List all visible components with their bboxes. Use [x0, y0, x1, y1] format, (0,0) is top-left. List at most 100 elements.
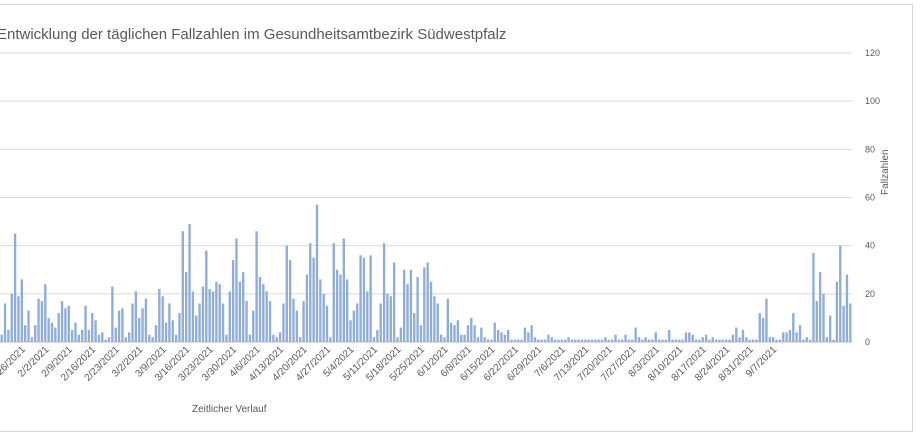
bar — [473, 325, 476, 342]
bar — [309, 243, 312, 342]
bar — [272, 334, 275, 342]
bar — [151, 337, 154, 342]
bar — [27, 310, 30, 342]
bar — [758, 313, 761, 342]
y-tick-label: 40 — [865, 241, 875, 251]
bar — [255, 231, 258, 342]
gridlines — [0, 52, 852, 343]
y-tick-label: 80 — [865, 144, 875, 154]
bar — [285, 245, 288, 342]
y-tick-label: 120 — [865, 48, 880, 58]
bar — [597, 339, 600, 342]
bar — [798, 325, 802, 342]
bar — [252, 310, 255, 342]
bar — [258, 276, 262, 342]
bar — [77, 334, 81, 342]
bar — [678, 339, 681, 342]
bar — [738, 337, 741, 342]
bar — [30, 337, 34, 342]
bar — [181, 231, 184, 342]
bar — [822, 293, 825, 342]
bar — [369, 255, 372, 342]
y-axis-ticks: 0 20 40 60 80 100 120 — [865, 48, 880, 347]
bar — [104, 339, 107, 342]
bar — [490, 339, 493, 342]
bar — [299, 337, 302, 342]
bar — [825, 337, 829, 342]
bar — [23, 325, 27, 342]
x-axis-ticks: 1/26/20212/2/20212/9/20212/16/20212/23/2… — [0, 344, 780, 384]
bar — [449, 322, 453, 342]
y-tick-label: 20 — [865, 289, 875, 299]
bar — [725, 339, 728, 342]
bar — [580, 339, 584, 342]
bar — [242, 272, 245, 342]
bar — [211, 291, 215, 342]
bar — [567, 337, 570, 342]
bar — [812, 252, 815, 342]
bar — [426, 262, 429, 342]
bar — [339, 274, 342, 342]
bar — [3, 303, 7, 342]
bar — [7, 329, 10, 342]
bar — [829, 315, 832, 342]
bar — [10, 293, 13, 342]
bar — [382, 243, 386, 342]
bar — [245, 301, 248, 342]
bar — [647, 339, 651, 342]
bar — [486, 339, 490, 342]
bar — [322, 293, 325, 342]
bar — [70, 329, 74, 342]
chart-title: Entwicklung der täglichen Fallzahlen im … — [0, 26, 507, 43]
bar — [523, 327, 527, 342]
bar — [356, 303, 359, 342]
bar — [111, 286, 114, 342]
bar — [560, 339, 564, 342]
bar — [688, 332, 691, 342]
bar — [527, 332, 530, 342]
bar — [144, 298, 148, 342]
bar — [439, 334, 443, 342]
bar — [389, 296, 392, 342]
bar — [610, 339, 614, 342]
bar — [587, 339, 590, 342]
bar — [500, 332, 503, 342]
bar — [540, 339, 543, 342]
bar — [845, 274, 849, 342]
bar — [607, 339, 610, 342]
bar — [513, 339, 517, 342]
bar-series — [0, 204, 852, 342]
bar — [547, 334, 550, 342]
bar — [771, 337, 775, 342]
bar — [839, 245, 842, 342]
bar — [802, 339, 805, 342]
bar — [218, 284, 221, 342]
bar — [694, 339, 698, 342]
bar — [520, 339, 523, 342]
bar — [657, 339, 661, 342]
y-tick-label: 0 — [865, 337, 870, 347]
bar — [332, 243, 335, 342]
bar — [775, 339, 778, 342]
bar — [268, 301, 272, 342]
bar — [453, 325, 456, 342]
bar — [265, 291, 268, 342]
bar — [714, 339, 718, 342]
bar — [805, 337, 808, 342]
bar — [617, 339, 621, 342]
bar — [208, 289, 211, 342]
bar — [13, 233, 17, 342]
bar — [832, 339, 835, 342]
bar — [751, 339, 755, 342]
bar — [433, 296, 436, 342]
bar — [359, 255, 362, 342]
bar — [205, 250, 208, 342]
bar — [148, 334, 151, 342]
bar — [627, 339, 631, 342]
bar — [201, 286, 205, 342]
chart-frame — [0, 4, 913, 432]
bar — [345, 279, 349, 342]
bar — [604, 337, 607, 342]
bar — [325, 305, 329, 342]
bar — [248, 334, 252, 342]
